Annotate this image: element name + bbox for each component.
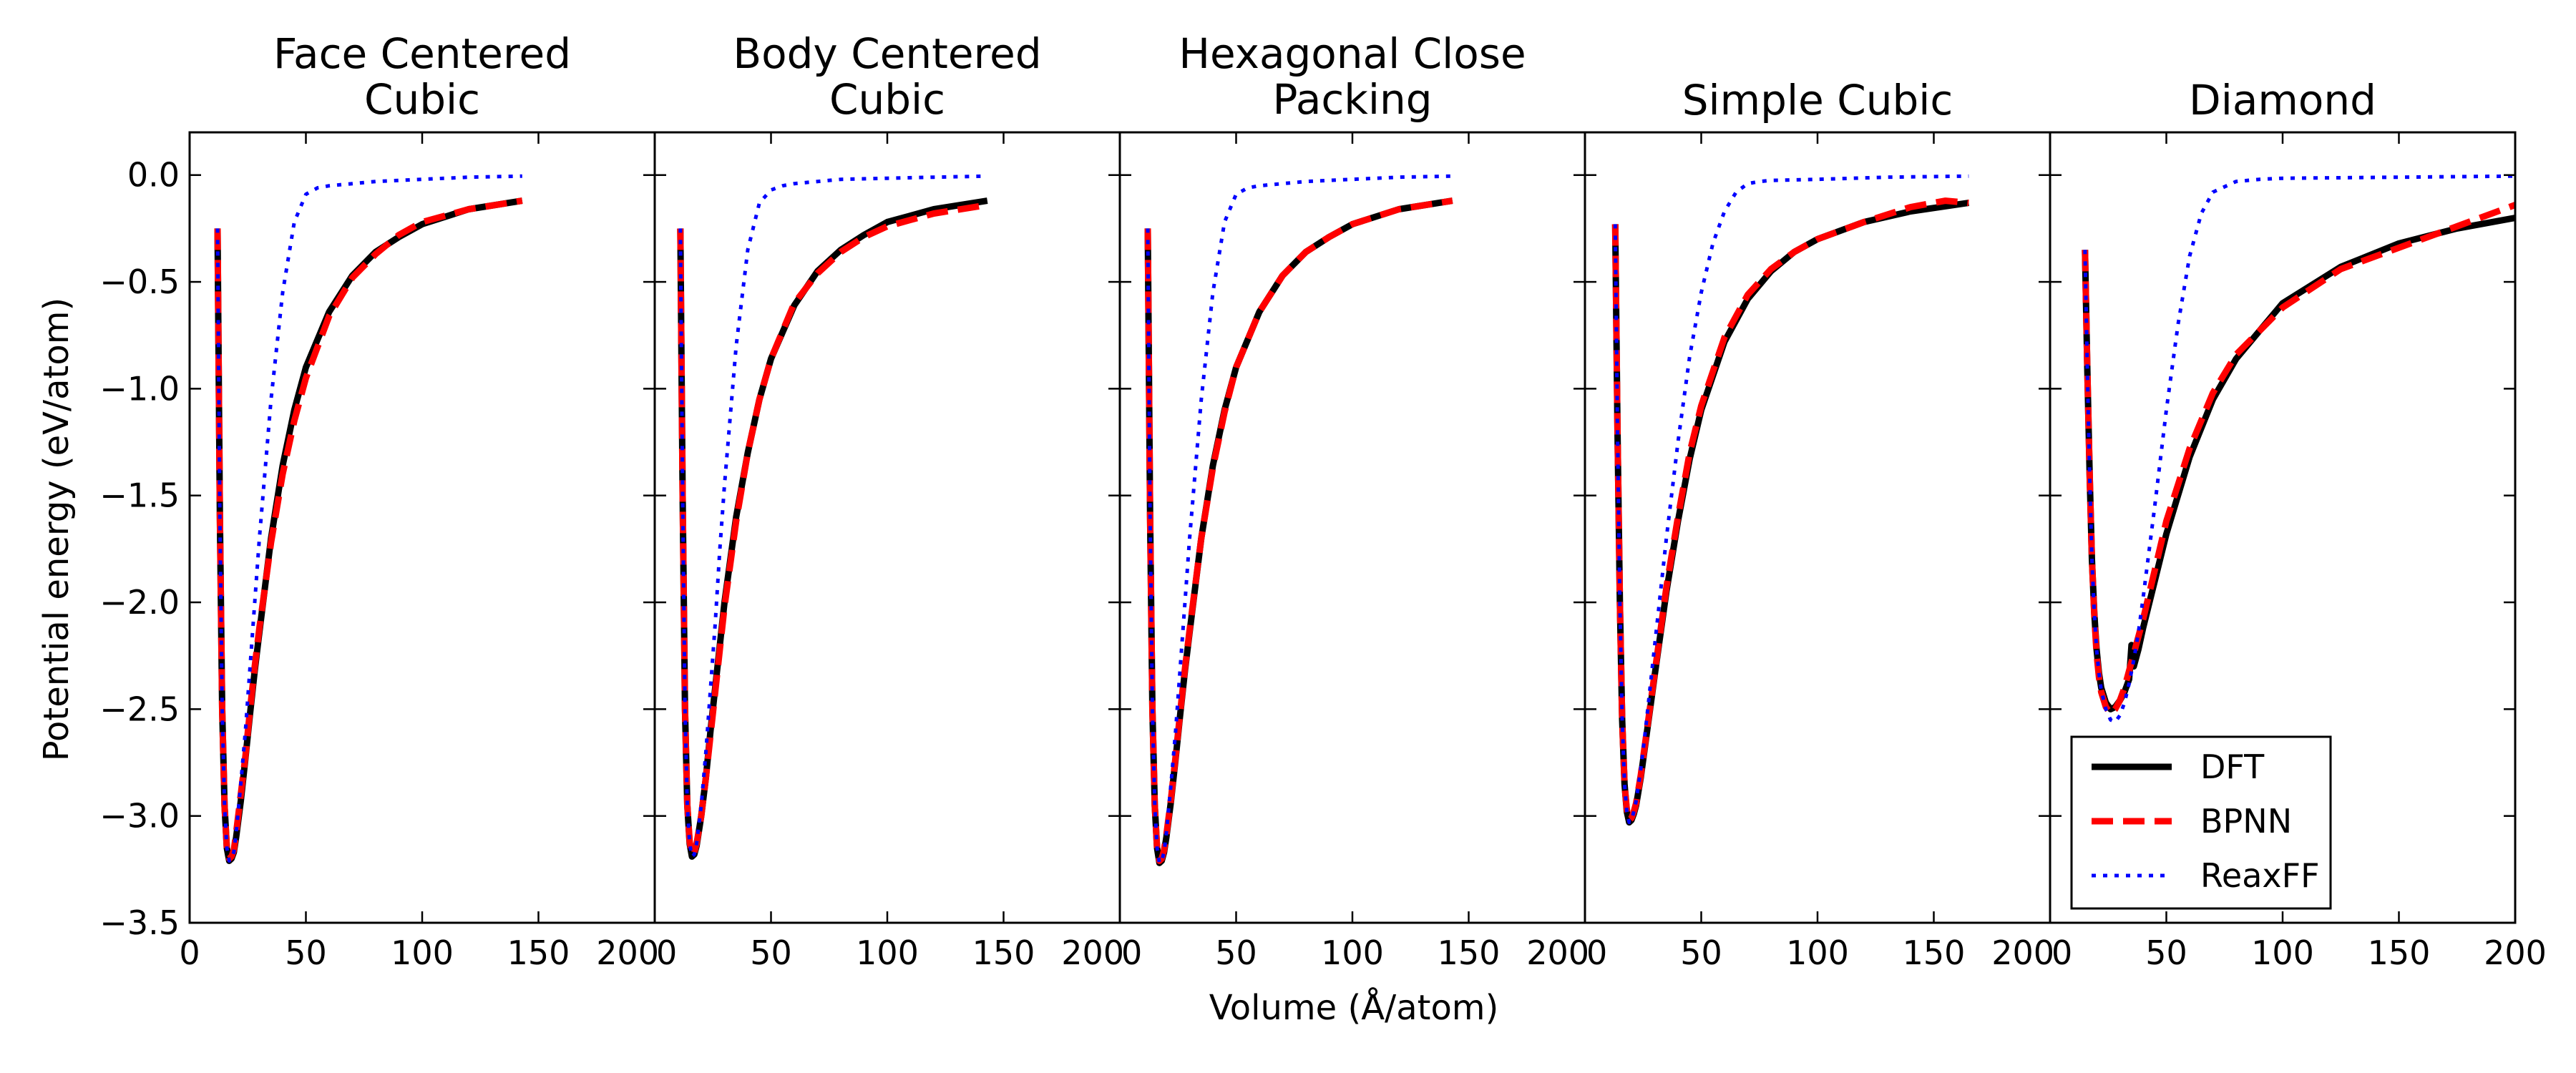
- series-line-reaxff: [1146, 174, 1453, 865]
- series-line-bpnn: [1144, 197, 1453, 864]
- panel-4: 0 50 100 150 200 Simple Cubic: [1584, 76, 2054, 972]
- x-tick-label: 0: [656, 934, 677, 972]
- x-tick-label: 50: [2145, 934, 2187, 972]
- series-line-reaxff: [2083, 174, 2515, 724]
- series-line-bpnn: [214, 197, 523, 862]
- x-tick-label: 150: [1903, 934, 1966, 972]
- x-tick-label: 50: [1215, 934, 1257, 972]
- x-tick-label: 100: [2251, 934, 2314, 972]
- y-tick-label: −0.5: [99, 263, 180, 301]
- x-tick-label: 50: [1680, 934, 1722, 972]
- series-line-dft: [2082, 215, 2515, 712]
- series-line-bpnn: [2082, 202, 2515, 717]
- panel-title: Hexagonal Close Packing: [1179, 29, 1526, 124]
- x-tick-label: 200: [1526, 934, 1589, 972]
- x-tick-label: 200: [596, 934, 659, 972]
- series-line-dft: [214, 197, 523, 864]
- panel-2: 0 50 100 150 200 Body Centered Cubic: [653, 29, 1124, 972]
- plot-frame: [1118, 131, 1586, 924]
- x-tick-label: 150: [507, 934, 570, 972]
- x-tick-label: 0: [2051, 934, 2072, 972]
- y-axis-label: Potential energy (eV/atom): [36, 298, 77, 761]
- panel-5: 0 50 100 150 200 Diamond: [2049, 76, 2547, 972]
- series-line-reaxff: [678, 174, 987, 858]
- y-tick-label: −3.5: [99, 903, 180, 942]
- y-tick-label: −2.0: [99, 583, 180, 622]
- y-tick-label: −2.5: [99, 690, 180, 728]
- x-tick-label: 100: [1321, 934, 1384, 972]
- x-tick-label: 200: [2484, 934, 2547, 972]
- plot-frame: [653, 131, 1121, 924]
- x-tick-label: 50: [285, 934, 327, 972]
- x-tick-label: 200: [1991, 934, 2054, 972]
- legend-label-bpnn: BPNN: [2200, 802, 2292, 841]
- y-tick-label: −3.0: [99, 797, 180, 836]
- series-line-bpnn: [1611, 197, 1969, 824]
- series-line-reaxff: [215, 174, 522, 863]
- panel-title: Face Centered Cubic: [273, 29, 571, 124]
- series-line-reaxff: [1613, 174, 1969, 825]
- panel-3: 0 50 100 150 200 Hexagonal Close Packing: [1118, 29, 1589, 972]
- series-line-dft: [1144, 197, 1453, 866]
- x-tick-label: 150: [972, 934, 1035, 972]
- panel-title: Diamond: [2189, 76, 2376, 124]
- x-tick-label: 100: [1786, 934, 1849, 972]
- x-tick-label: 100: [856, 934, 919, 972]
- y-tick-label: −1.0: [99, 369, 180, 408]
- series-line-bpnn: [677, 202, 988, 858]
- plot-frame: [1584, 131, 2051, 924]
- x-tick-label: 0: [1586, 934, 1607, 972]
- panel-title: Simple Cubic: [1682, 76, 1953, 124]
- legend: DFT BPNN ReaxFF: [2070, 735, 2332, 910]
- x-tick-label: 0: [1121, 934, 1142, 972]
- legend-label-dft: DFT: [2200, 748, 2265, 786]
- series-line-dft: [1611, 200, 1969, 826]
- x-axis-label: Volume (Å/atom): [1209, 987, 1499, 1028]
- panel-title: Body Centered Cubic: [733, 29, 1041, 124]
- y-tick-label: −1.5: [99, 476, 180, 515]
- x-tick-label: 150: [1438, 934, 1501, 972]
- y-tick-label: 0.0: [127, 156, 180, 195]
- x-tick-label: 50: [750, 934, 792, 972]
- x-tick-label: 150: [2368, 934, 2431, 972]
- x-tick-label: 0: [179, 934, 200, 972]
- plot-frame: [188, 131, 656, 924]
- legend-label-reaxff: ReaxFF: [2200, 856, 2320, 895]
- series-line-dft: [677, 197, 988, 860]
- panels: −3.5 −3.0 −2.5 −2.0 −1.5 −1.0 −0.5 0.0 0 50 100 150…: [99, 29, 2547, 972]
- x-tick-label: 100: [391, 934, 454, 972]
- x-tick-label: 200: [1061, 934, 1124, 972]
- panel-1: −3.5 −3.0 −2.5 −2.0 −1.5 −1.0 −0.5 0.0 0 50 100 150…: [99, 29, 659, 972]
